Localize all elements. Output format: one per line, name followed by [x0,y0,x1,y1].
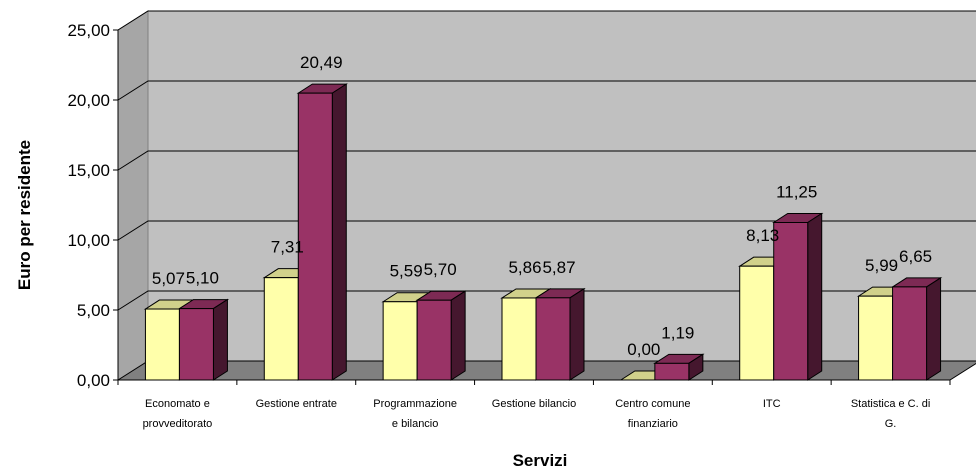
gridline [117,290,976,311]
y-tick-label: 0,00 [77,371,110,390]
data-label: 5,87 [542,258,575,277]
data-label: 5,70 [424,260,457,279]
gridline [117,80,976,101]
category-label: Economato e provveditorato [143,398,213,430]
category-label: Gestione entrate [256,398,337,410]
data-label: 8,13 [746,226,779,245]
data-label: 6,65 [899,247,932,266]
gridline [117,10,976,31]
x-axis-title: Servizi [513,451,568,470]
data-label: 7,31 [271,238,304,257]
bar [296,83,348,381]
bar [653,353,705,381]
data-label: 0,00 [627,340,660,359]
y-tick-label: 25,00 [67,21,110,40]
gridline [117,220,976,241]
data-label: 1,19 [661,323,694,342]
y-tick-label: 10,00 [67,231,110,250]
category-label: Programmazione e bilancio [373,398,457,430]
bar [890,276,943,381]
category-label: Statistica e C. di G. [851,398,930,430]
bars [143,83,943,381]
side-wall [117,10,149,381]
data-label: 20,49 [300,53,343,72]
bar [772,212,824,381]
y-axis-title: Euro per residente [15,140,34,290]
x-axis: Economato e provveditorato Gestione entrat… [117,379,951,430]
data-label: 5,99 [865,256,898,275]
bar [177,298,230,381]
gridlines [117,10,976,311]
bar [415,290,467,381]
data-label: 5,86 [508,258,541,277]
y-tick-label: 5,00 [77,301,110,320]
y-axis: 0,00 5,00 10,00 15,00 20,00 25,00 [67,21,119,390]
data-labels: 5,07 5,10 7,31 20,49 5,59 5,70 5,86 5,87 0,001,1… [152,53,932,359]
category-label: Centro comune finanziario [615,398,690,430]
data-label: 5,59 [390,262,423,281]
category-label: ITC [763,398,781,410]
data-label: 5,07 [152,269,185,288]
data-label: 11,25 [776,183,817,202]
gridline [117,150,976,171]
data-label: 5,10 [186,269,219,288]
category-label: Gestione bilancio [492,398,576,410]
bar [534,287,586,381]
y-tick-label: 15,00 [67,161,110,180]
y-tick-label: 20,00 [67,91,110,110]
